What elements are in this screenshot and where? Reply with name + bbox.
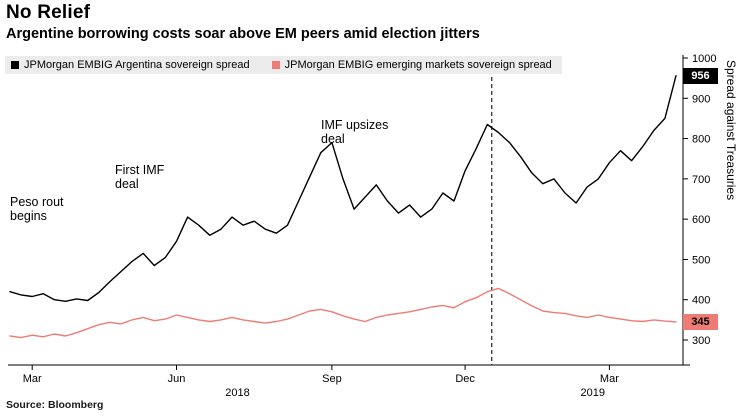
annotation: Peso rout begins xyxy=(10,195,64,224)
series-line-1 xyxy=(9,287,677,339)
chart-subtitle: Argentine borrowing costs soar above EM … xyxy=(6,26,480,42)
y-tick-label: 700 xyxy=(692,174,710,186)
y-tick-label: 500 xyxy=(692,254,710,266)
y-axis-title: Spread against Treasuries xyxy=(724,60,738,201)
x-year-label: 2018 xyxy=(225,387,249,399)
x-tick-label: Mar xyxy=(600,373,619,385)
legend-marker-em-icon xyxy=(271,61,280,69)
chart-title: No Relief xyxy=(6,2,91,23)
source-credit: Source: Bloomberg xyxy=(6,399,104,411)
y-tick-label: 1000 xyxy=(692,53,716,65)
legend-marker-argentina-icon xyxy=(11,61,19,69)
x-tick-label: Mar xyxy=(23,373,42,385)
legend-label-em: JPMorgan EMBIG emerging markets sovereig… xyxy=(284,59,552,71)
annotation: First IMF deal xyxy=(115,163,165,192)
y-tick-label: 800 xyxy=(692,134,710,146)
annotation: IMF upsizes deal xyxy=(321,118,389,147)
x-year-label: 2019 xyxy=(581,387,605,399)
series-line-0 xyxy=(9,74,677,302)
y-tick-label: 400 xyxy=(692,295,710,307)
legend-item-em: JPMorgan EMBIG emerging markets sovereig… xyxy=(271,59,552,71)
y-tick-label: 900 xyxy=(692,93,710,105)
x-tick-label: Dec xyxy=(455,373,475,385)
x-tick-label: Jun xyxy=(168,373,186,385)
last-value-badge-argentina: 956 xyxy=(683,68,718,84)
last-value-badge-em: 345 xyxy=(683,314,718,330)
y-tick-label: 300 xyxy=(692,335,710,347)
legend: JPMorgan EMBIG Argentina sovereign sprea… xyxy=(5,56,562,74)
y-tick-label: 600 xyxy=(692,214,710,226)
legend-label-argentina: JPMorgan EMBIG Argentina sovereign sprea… xyxy=(24,59,250,71)
legend-item-argentina: JPMorgan EMBIG Argentina sovereign sprea… xyxy=(11,59,250,71)
x-tick-label: Sep xyxy=(322,373,342,385)
